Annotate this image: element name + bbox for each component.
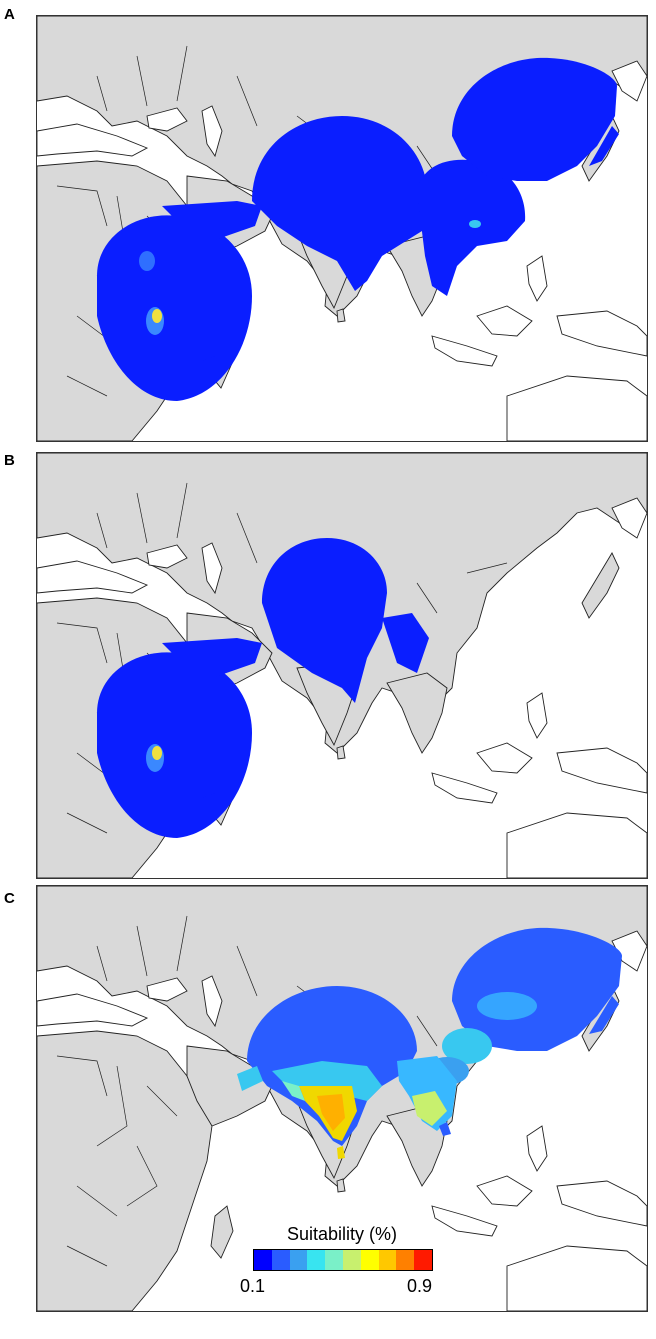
map-panel-c bbox=[36, 885, 648, 1312]
suitability-overlay-c bbox=[237, 927, 622, 1159]
legend-swatch-8 bbox=[396, 1250, 415, 1270]
legend-swatch-7 bbox=[378, 1250, 397, 1270]
legend-max-label: 0.9 bbox=[407, 1276, 433, 1296]
legend-swatch-9 bbox=[414, 1250, 432, 1270]
legend-colorbar bbox=[253, 1249, 433, 1271]
legend-swatch-6 bbox=[360, 1250, 379, 1270]
panel-label-c: C bbox=[4, 890, 15, 907]
legend-swatch-2 bbox=[289, 1250, 308, 1270]
map-panel-b bbox=[36, 452, 648, 879]
map-panel-a bbox=[36, 15, 648, 442]
suitability-overlay-a bbox=[97, 57, 619, 401]
legend-swatch-5 bbox=[342, 1250, 361, 1270]
legend-min-label: 0.1 bbox=[240, 1276, 266, 1296]
suitability-overlay-b bbox=[97, 538, 429, 838]
legend-swatch-1 bbox=[271, 1250, 290, 1270]
legend-swatch-4 bbox=[325, 1250, 343, 1270]
legend-swatch-3 bbox=[307, 1250, 326, 1270]
legend-title: Suitability (%) bbox=[287, 1224, 398, 1244]
panel-label-b: B bbox=[4, 452, 15, 469]
legend-swatch-0 bbox=[254, 1250, 272, 1270]
panel-label-a: A bbox=[4, 6, 15, 23]
